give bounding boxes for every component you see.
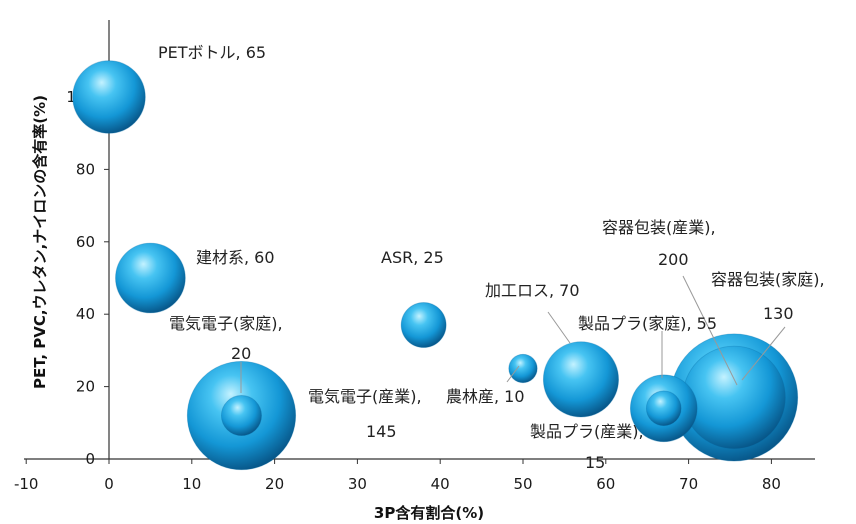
- leader-line-youki-sangyo: [682, 275, 738, 386]
- label-seihin-sangyo-value: 15: [585, 453, 605, 472]
- x-tick-label: 80: [762, 475, 781, 493]
- bubble: [682, 345, 786, 450]
- y-axis-title: PET, PVC,ウレタン,ナイロンの含有率(%): [31, 95, 49, 389]
- x-axis-title: 3P含有割合(%): [374, 504, 484, 522]
- label-denki-katei-value: 20: [231, 344, 251, 363]
- x-tick-label: 60: [596, 475, 615, 493]
- label-youki-sangyo-value: 200: [658, 250, 689, 269]
- x-tick-label: 50: [513, 475, 532, 493]
- data-labels: PETボトル, 65 建材系, 60 ASR, 25 電気電子(家庭), 20 …: [158, 43, 825, 472]
- x-tick-label: 30: [348, 475, 367, 493]
- label-youki-katei-value: 130: [763, 304, 794, 323]
- y-tick-label: 80: [76, 160, 95, 178]
- bubble: [542, 341, 619, 418]
- x-tick-label: 40: [431, 475, 450, 493]
- label-kenzai: 建材系, 60: [196, 248, 275, 267]
- label-denki-sangyo-value: 145: [366, 422, 397, 441]
- y-tick-label: 40: [76, 305, 95, 323]
- bubble: [400, 302, 447, 348]
- bubble-series: [72, 60, 799, 471]
- leader-line-youki-katei: [741, 326, 786, 381]
- y-axis-ticks: 020406080100: [66, 88, 109, 468]
- bubble: [645, 390, 682, 427]
- y-tick-label: 20: [76, 378, 95, 396]
- label-pet-bottle: PETボトル, 65: [158, 43, 266, 62]
- y-tick-label: 0: [85, 450, 95, 468]
- label-kako: 加工ロス, 70: [485, 281, 580, 300]
- leader-line-norin: [506, 365, 520, 383]
- label-denki-katei-name: 電気電子(家庭),: [169, 314, 283, 333]
- bubble: [115, 242, 186, 314]
- bubble: [508, 353, 538, 384]
- label-seihin-katei: 製品プラ(家庭), 55: [578, 314, 717, 333]
- leader-line-kako: [547, 311, 571, 344]
- leader-lines: [240, 275, 786, 393]
- label-denki-sangyo-name: 電気電子(産業),: [308, 387, 422, 406]
- label-norin: 農林産, 10: [446, 387, 525, 406]
- y-tick-label: 60: [76, 233, 95, 251]
- x-tick-label: 20: [265, 475, 284, 493]
- label-asr: ASR, 25: [381, 248, 444, 267]
- label-youki-sangyo-name: 容器包装(産業),: [602, 218, 716, 237]
- label-seihin-sangyo-name: 製品プラ(産業),: [530, 422, 644, 441]
- x-tick-label: -10: [14, 475, 39, 493]
- x-tick-label: 0: [104, 475, 114, 493]
- x-tick-label: 70: [679, 475, 698, 493]
- bubble: [220, 395, 262, 437]
- label-youki-katei-name: 容器包装(家庭),: [711, 270, 825, 289]
- bubble: [72, 60, 146, 134]
- x-axis-ticks: -10 0 10 20 30 40 50 60 70 80: [14, 459, 781, 493]
- x-tick-label: 10: [182, 475, 201, 493]
